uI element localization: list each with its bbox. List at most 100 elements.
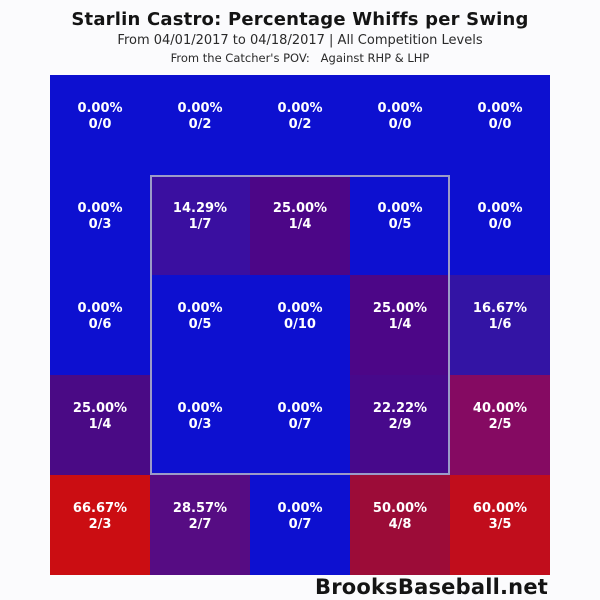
cell-fraction-label: 0/3: [188, 417, 212, 432]
cell-fraction-label: 1/4: [88, 417, 112, 432]
cell-percentage-label: 0.00%: [77, 100, 123, 116]
cell-fraction-label: 0/2: [288, 117, 312, 132]
heatmap-cell: 60.00% 3/5: [450, 475, 550, 575]
heatmap-cell: 0.00% 0/0: [450, 75, 550, 175]
cell-fraction-label: 3/5: [488, 517, 512, 532]
heatmap-cell-labels: 66.67% 2/3: [73, 501, 127, 534]
cell-fraction-label: 2/7: [188, 517, 212, 532]
cell-fraction-label: 0/0: [488, 217, 512, 232]
heatmap-cell-labels: 0.00% 0/0: [377, 101, 422, 134]
cell-fraction-label: 2/5: [488, 417, 512, 432]
heatmap-cell: 0.00% 0/0: [50, 75, 150, 175]
cell-percentage-label: 25.00%: [72, 400, 128, 416]
cell-percentage-label: 40.00%: [472, 400, 528, 416]
cell-percentage-label: 14.29%: [172, 200, 228, 216]
heatmap-cell-labels: 0.00% 0/3: [77, 201, 122, 234]
heatmap-cell-labels: 0.00% 0/0: [77, 101, 122, 134]
cell-percentage-label: 0.00%: [77, 200, 123, 216]
brand-watermark: BrooksBaseball.net: [314, 575, 548, 599]
heatmap-cell: 0.00% 0/6: [50, 275, 150, 375]
heatmap-cell-labels: 40.00% 2/5: [473, 401, 527, 434]
heatmap-cell-labels: 0.00% 0/3: [177, 401, 222, 434]
heatmap-cell-labels: 0.00% 0/2: [277, 101, 322, 134]
page-title: Starlin Castro: Percentage Whiffs per Sw…: [71, 9, 529, 30]
cell-percentage-label: 0.00%: [277, 500, 323, 516]
heatmap-cell-labels: 25.00% 1/4: [73, 401, 127, 434]
cell-fraction-label: 0/0: [388, 117, 412, 132]
pov-subtitle: From the Catcher's POV: Against RHP & LH…: [170, 51, 430, 65]
heatmap-cell-labels: 16.67% 1/6: [473, 301, 527, 334]
cell-percentage-label: 0.00%: [177, 100, 223, 116]
cell-fraction-label: 0/5: [188, 317, 212, 332]
heatmap-cell-labels: 0.00% 0/0: [477, 201, 522, 234]
cell-percentage-label: 16.67%: [472, 300, 528, 316]
cell-fraction-label: 1/4: [288, 217, 312, 232]
heatmap-cell-labels: 0.00% 0/0: [477, 101, 522, 134]
cell-percentage-label: 0.00%: [377, 200, 423, 216]
cell-fraction-label: 1/4: [388, 317, 412, 332]
heatmap-cell-labels: 0.00% 0/7: [277, 401, 322, 434]
heatmap-cell-labels: 0.00% 0/6: [77, 301, 122, 334]
cell-percentage-label: 0.00%: [277, 100, 323, 116]
cell-percentage-label: 0.00%: [377, 100, 423, 116]
heatmap-cell: 0.00% 0/5: [350, 175, 450, 275]
heatmap-cell: 0.00% 0/3: [150, 375, 250, 475]
heatmap-cell-labels: 22.22% 2/9: [373, 401, 427, 434]
heatmap-cell-labels: 25.00% 1/4: [273, 201, 327, 234]
cell-fraction-label: 0/0: [88, 117, 112, 132]
cell-fraction-label: 2/3: [88, 517, 112, 532]
heatmap-cell: 50.00% 4/8: [350, 475, 450, 575]
heatmap-cell: 25.00% 1/4: [50, 375, 150, 475]
cell-percentage-label: 22.22%: [372, 400, 428, 416]
heatmap-cell: 0.00% 0/0: [350, 75, 450, 175]
date-range-subtitle: From 04/01/2017 to 04/18/2017 | All Comp…: [117, 33, 483, 48]
cell-fraction-label: 0/0: [488, 117, 512, 132]
cell-fraction-label: 0/5: [388, 217, 412, 232]
cell-percentage-label: 0.00%: [477, 200, 523, 216]
heatmap-cell: 0.00% 0/5: [150, 275, 250, 375]
heatmap-cell: 0.00% 0/0: [450, 175, 550, 275]
heatmap-cell-labels: 28.57% 2/7: [173, 501, 227, 534]
cell-percentage-label: 25.00%: [372, 300, 428, 316]
cell-percentage-label: 60.00%: [472, 500, 528, 516]
cell-fraction-label: 0/10: [284, 317, 316, 332]
cell-fraction-label: 1/7: [188, 217, 212, 232]
heatmap-cell: 25.00% 1/4: [350, 275, 450, 375]
cell-fraction-label: 0/7: [288, 517, 312, 532]
cell-percentage-label: 0.00%: [77, 300, 123, 316]
heatmap-cell: 40.00% 2/5: [450, 375, 550, 475]
cell-percentage-label: 25.00%: [272, 200, 328, 216]
heatmap-cell: 28.57% 2/7: [150, 475, 250, 575]
heatmap-cell-labels: 0.00% 0/5: [377, 201, 422, 234]
cell-percentage-label: 50.00%: [372, 500, 428, 516]
heatmap-cell: 16.67% 1/6: [450, 275, 550, 375]
cell-fraction-label: 4/8: [388, 517, 412, 532]
cell-percentage-label: 0.00%: [477, 100, 523, 116]
cell-percentage-label: 0.00%: [177, 400, 223, 416]
heatmap-cell: 0.00% 0/7: [250, 375, 350, 475]
cell-fraction-label: 2/9: [388, 417, 412, 432]
heatmap-cell: 66.67% 2/3: [50, 475, 150, 575]
cell-fraction-label: 0/7: [288, 417, 312, 432]
heatmap-cell: 0.00% 0/10: [250, 275, 350, 375]
cell-percentage-label: 0.00%: [277, 400, 323, 416]
cell-fraction-label: 1/6: [488, 317, 512, 332]
heatmap-cell: 0.00% 0/2: [250, 75, 350, 175]
heatmap-cell: 25.00% 1/4: [250, 175, 350, 275]
heatmap-cell-labels: 0.00% 0/7: [277, 501, 322, 534]
heatmap-cell: 0.00% 0/7: [250, 475, 350, 575]
heatmap-cell-labels: 14.29% 1/7: [173, 201, 227, 234]
heatmap-cell-labels: 0.00% 0/2: [177, 101, 222, 134]
cell-fraction-label: 0/2: [188, 117, 212, 132]
heatmap-cell: 22.22% 2/9: [350, 375, 450, 475]
heatmap-cell: 14.29% 1/7: [150, 175, 250, 275]
heatmap-cell-labels: 0.00% 0/10: [277, 301, 322, 334]
cell-percentage-label: 0.00%: [277, 300, 323, 316]
heatmap-grid: 0.00% 0/0 0.00% 0/2 0.00% 0/2 0.00% 0/0 0.00% 0/0…: [50, 75, 550, 575]
cell-percentage-label: 28.57%: [172, 500, 228, 516]
heatmap-cell: 0.00% 0/3: [50, 175, 150, 275]
cell-fraction-label: 0/3: [88, 217, 112, 232]
heatmap-cell-labels: 50.00% 4/8: [373, 501, 427, 534]
heatmap-cell-labels: 0.00% 0/5: [177, 301, 222, 334]
